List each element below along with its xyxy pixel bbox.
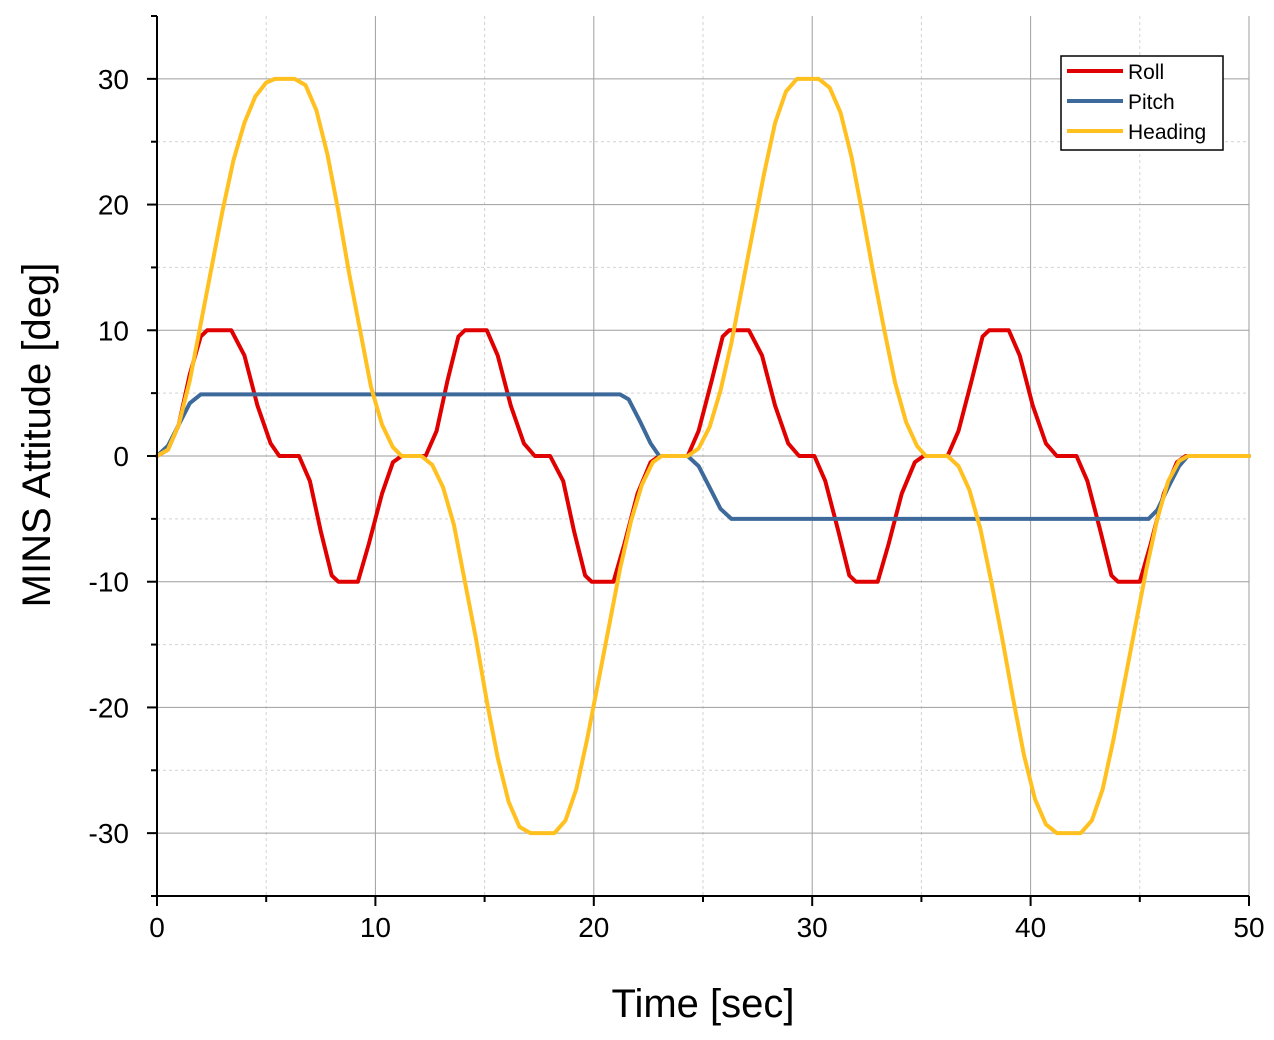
y-tick-label: 20 xyxy=(98,190,129,221)
y-tick-label: -30 xyxy=(89,818,129,849)
y-tick-label: 10 xyxy=(98,315,129,346)
axes xyxy=(147,15,1250,906)
y-tick-label: 30 xyxy=(98,64,129,95)
series-line-heading xyxy=(155,76,1251,836)
x-tick-label: 40 xyxy=(1015,912,1046,943)
x-tick-label: 10 xyxy=(360,912,391,943)
legend: Roll Pitch Heading xyxy=(1060,55,1224,151)
x-tick-label: 30 xyxy=(797,912,828,943)
y-tick-label: -10 xyxy=(89,567,129,598)
legend-label-pitch: Pitch xyxy=(1128,91,1175,114)
y-axis-title: MINS Attitude [deg] xyxy=(15,263,59,608)
series-lines xyxy=(155,76,1251,836)
x-tick-label: 50 xyxy=(1233,912,1264,943)
legend-label-roll: Roll xyxy=(1128,61,1164,84)
x-tick-label: 20 xyxy=(578,912,609,943)
x-tick-label: 0 xyxy=(149,912,165,943)
y-tick-label: 0 xyxy=(113,441,129,472)
x-axis-title: Time [sec] xyxy=(612,982,795,1026)
legend-label-heading: Heading xyxy=(1128,121,1206,144)
y-tick-label: -20 xyxy=(89,692,129,723)
tick-labels: 0 10 20 30 40 50 -30 -20 -10 0 10 20 30 xyxy=(89,64,1265,943)
